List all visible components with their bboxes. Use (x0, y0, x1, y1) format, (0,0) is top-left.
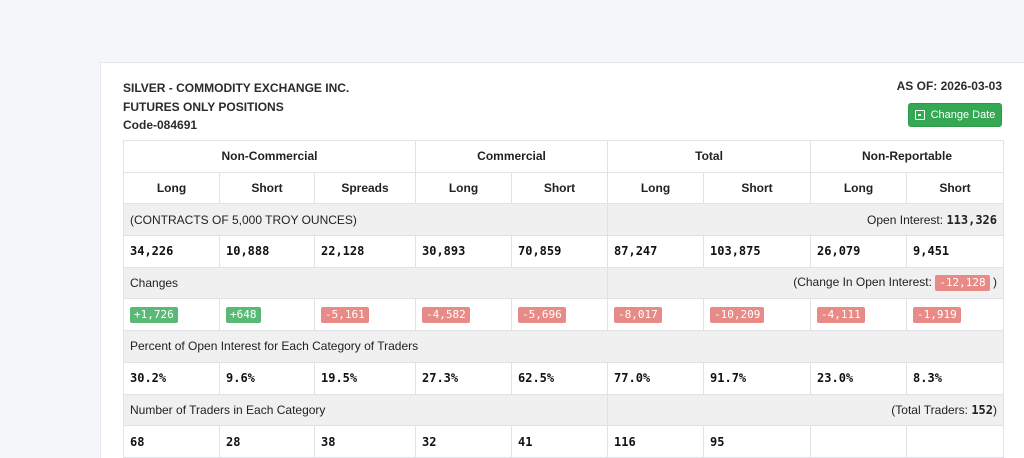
group-header: Non-Commercial (123, 140, 416, 173)
table-cell (810, 425, 908, 458)
table-cell (906, 425, 1005, 458)
report-subtitle: FUTURES ONLY POSITIONS (123, 99, 284, 114)
table-cell: +648 (219, 298, 315, 332)
table-cell: 103,875 (703, 235, 812, 268)
column-header: Long (810, 171, 908, 205)
change-oi-close: ) (989, 275, 998, 290)
traders-values-row: 68 28 38 32 41 116 95 (123, 425, 1005, 458)
changes-label-row: Changes (Change In Open Interest: -12,12… (122, 266, 1005, 300)
table-cell: 10,888 (219, 235, 315, 268)
group-header: Non-Reportable (810, 140, 1005, 173)
table-cell: 116 (607, 425, 705, 458)
report-code: Code-084691 (123, 118, 198, 132)
change-badge: -10,209 (710, 306, 765, 323)
change-badge: -8,017 (614, 306, 662, 323)
contracts-label-row: (CONTRACTS OF 5,000 TROY OUNCES) Open In… (122, 203, 1005, 237)
contracts-label: (CONTRACTS OF 5,000 TROY OUNCES) (122, 203, 609, 237)
report-header: SILVER - COMMODITY EXCHANGE INC. FUTURES… (123, 79, 349, 135)
change-badge: +1,726 (130, 306, 178, 323)
group-header-row: Non-Commercial Commercial Total Non-Repo… (123, 140, 1005, 173)
table-cell: 77.0% (607, 361, 705, 395)
column-header: Long (607, 171, 705, 205)
column-header: Short (510, 171, 609, 205)
total-traders: (Total Traders: 152) (607, 393, 1005, 427)
table-cell: 8.3% (906, 361, 1005, 395)
traders-label: Number of Traders in Each Category (122, 393, 609, 427)
table-cell: 28 (219, 425, 315, 458)
open-interest-label: Open Interest: (867, 212, 947, 227)
table-cell: 70,859 (510, 235, 609, 268)
table-cell: 38 (314, 425, 416, 458)
change-badge: -4,582 (422, 306, 470, 323)
table-cell: 19.5% (314, 361, 416, 395)
percent-values-row: 30.2% 9.6% 19.5% 27.3% 62.5% 77.0% 91.7%… (123, 361, 1005, 395)
table-cell: 41 (510, 425, 609, 458)
changes-label: Changes (122, 266, 609, 300)
table-cell: -1,919 (906, 298, 1005, 332)
table-cell: 9.6% (219, 361, 315, 395)
report-title: SILVER - COMMODITY EXCHANGE INC. (123, 81, 350, 95)
table-cell: 32 (415, 425, 512, 458)
total-traders-close: ) (993, 402, 998, 417)
change-badge: -5,696 (518, 306, 566, 323)
group-header: Total (607, 140, 812, 173)
table-cell: 68 (123, 425, 220, 458)
table-cell: -4,111 (810, 298, 908, 332)
traders-label-row: Number of Traders in Each Category (Tota… (122, 393, 1005, 427)
as-of-date: AS OF: 2026-03-03 (896, 79, 1002, 93)
change-badge: -1,919 (913, 306, 961, 323)
column-header: Short (703, 171, 812, 205)
table-cell: 34,226 (123, 235, 220, 268)
contracts-values-row: 34,226 10,888 22,128 30,893 70,859 87,24… (123, 235, 1005, 268)
change-date-label: Change Date (930, 109, 996, 121)
table-cell: 91.7% (703, 361, 812, 395)
total-traders-label: (Total Traders: (891, 402, 972, 417)
column-header: Long (415, 171, 512, 205)
changes-values-row: +1,726 +648 -5,161 -4,582 -5,696 -8,017 … (123, 298, 1005, 332)
table-cell: 27.3% (415, 361, 512, 395)
column-header: Short (219, 171, 315, 205)
table-cell: 26,079 (810, 235, 908, 268)
change-open-interest: (Change In Open Interest: -12,128 ) (607, 266, 1005, 300)
column-header: Spreads (314, 171, 416, 205)
table-cell: -4,582 (415, 298, 512, 332)
table-cell: 87,247 (607, 235, 705, 268)
change-badge: +648 (226, 306, 261, 323)
percent-label: Percent of Open Interest for Each Catego… (122, 330, 1005, 363)
column-header: Long (123, 171, 220, 205)
change-oi-badge: -12,128 (935, 275, 990, 292)
table-cell: 22,128 (314, 235, 416, 268)
table-cell: 62.5% (510, 361, 609, 395)
table-cell: 9,451 (906, 235, 1005, 268)
change-badge: -4,111 (817, 306, 865, 323)
percent-label-row: Percent of Open Interest for Each Catego… (122, 330, 1005, 363)
change-date-button[interactable]: Change Date (908, 103, 1002, 127)
table-cell: -5,161 (314, 298, 416, 332)
open-interest-value: 113,326 (946, 212, 998, 227)
table-cell: 30.2% (123, 361, 220, 395)
change-oi-label: (Change In Open Interest: (793, 275, 936, 290)
open-interest: Open Interest: 113,326 (607, 203, 1005, 237)
table-cell: 30,893 (415, 235, 512, 268)
table-cell: -10,209 (703, 298, 812, 332)
total-traders-value: 152 (971, 402, 994, 417)
table-cell: -8,017 (607, 298, 705, 332)
sub-header-row: Long Short Spreads Long Short Long Short… (123, 171, 1005, 205)
positions-table: Non-Commercial Commercial Total Non-Repo… (122, 140, 1005, 458)
table-cell: +1,726 (123, 298, 220, 332)
table-cell: 23.0% (810, 361, 908, 395)
table-cell: 95 (703, 425, 812, 458)
cot-report-card: SILVER - COMMODITY EXCHANGE INC. FUTURES… (100, 62, 1024, 458)
table-cell: -5,696 (510, 298, 609, 332)
change-badge: -5,161 (321, 306, 369, 323)
column-header: Short (906, 171, 1005, 205)
calendar-icon (914, 110, 925, 120)
group-header: Commercial (414, 140, 609, 173)
